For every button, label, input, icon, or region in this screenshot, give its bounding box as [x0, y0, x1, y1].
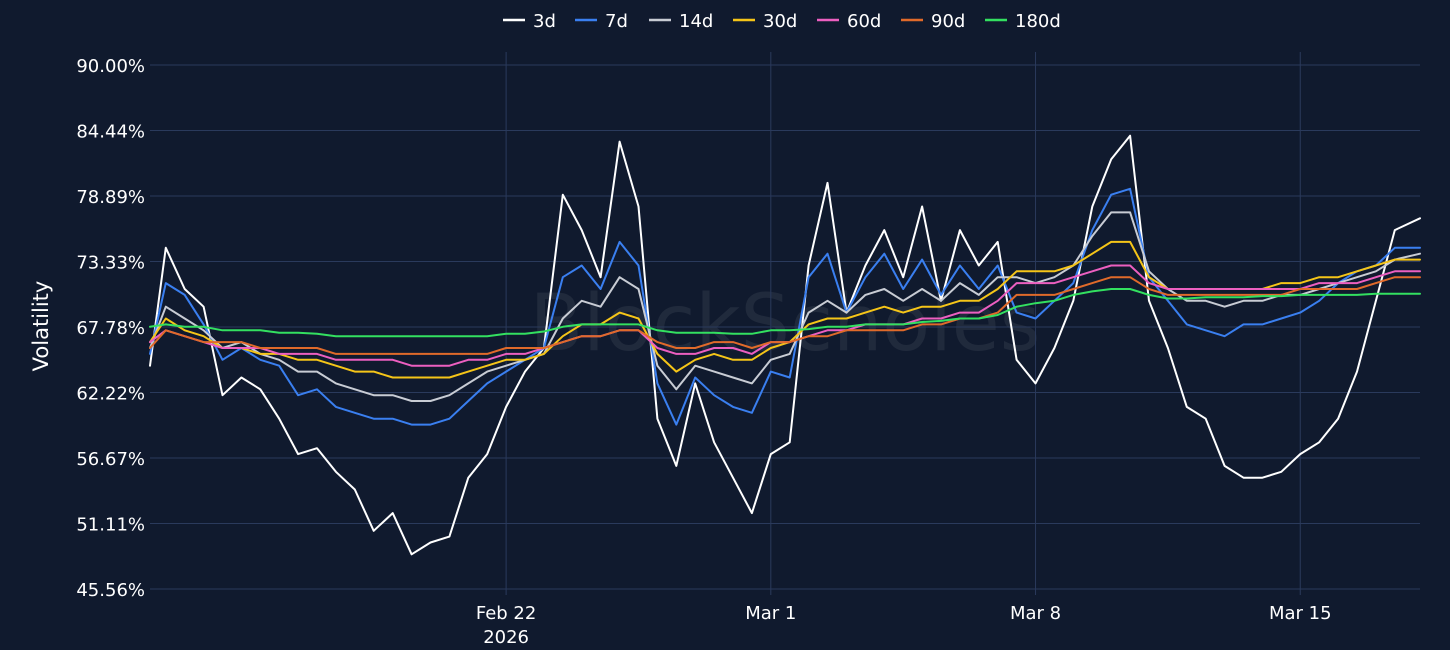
y-tick-label: 73.33% [76, 253, 145, 274]
x-tick-year-label: 2026 [483, 627, 529, 648]
series-layer [149, 134, 1421, 556]
series-line-7d [149, 187, 1421, 426]
legend-label-180d: 180d [1015, 11, 1061, 32]
y-tick-label: 45.56% [76, 580, 145, 601]
grid-layer [150, 52, 1420, 595]
legend-label-3d: 3d [533, 11, 556, 32]
legend-label-7d: 7d [605, 11, 628, 32]
series-line-180d [149, 288, 1421, 338]
y-tick-label: 90.00% [76, 56, 145, 77]
y-tick-label: 56.67% [76, 449, 145, 470]
legend-label-90d: 90d [931, 11, 965, 32]
series-line-14d [149, 211, 1421, 402]
y-tick-label: 62.22% [76, 384, 145, 405]
x-tick-label: Mar 15 [1269, 603, 1332, 624]
y-tick-label: 51.11% [76, 515, 145, 536]
x-tick-label: Feb 22 [476, 603, 537, 624]
legend-label-14d: 14d [679, 11, 713, 32]
x-axis: Feb 22 2026 Mar 1 Mar 8 Mar 15 [476, 603, 1332, 648]
y-tick-label: 84.44% [76, 122, 145, 143]
y-axis-title: Volatility [29, 281, 53, 372]
y-axis: 45.56% 51.11% 56.67% 62.22% 67.78% 73.33% 78.8… [76, 56, 145, 601]
y-tick-label: 67.78% [76, 318, 145, 339]
y-tick-label: 78.89% [76, 187, 145, 208]
series-line-3d [149, 134, 1421, 556]
series-line-90d [149, 276, 1421, 355]
x-tick-label: Mar 1 [745, 603, 796, 624]
legend-label-30d: 30d [763, 11, 797, 32]
legend: 3d 7d 14d 30d 60d 90d 180d [503, 11, 1061, 32]
legend-label-60d: 60d [847, 11, 881, 32]
x-tick-label: Mar 8 [1010, 603, 1061, 624]
